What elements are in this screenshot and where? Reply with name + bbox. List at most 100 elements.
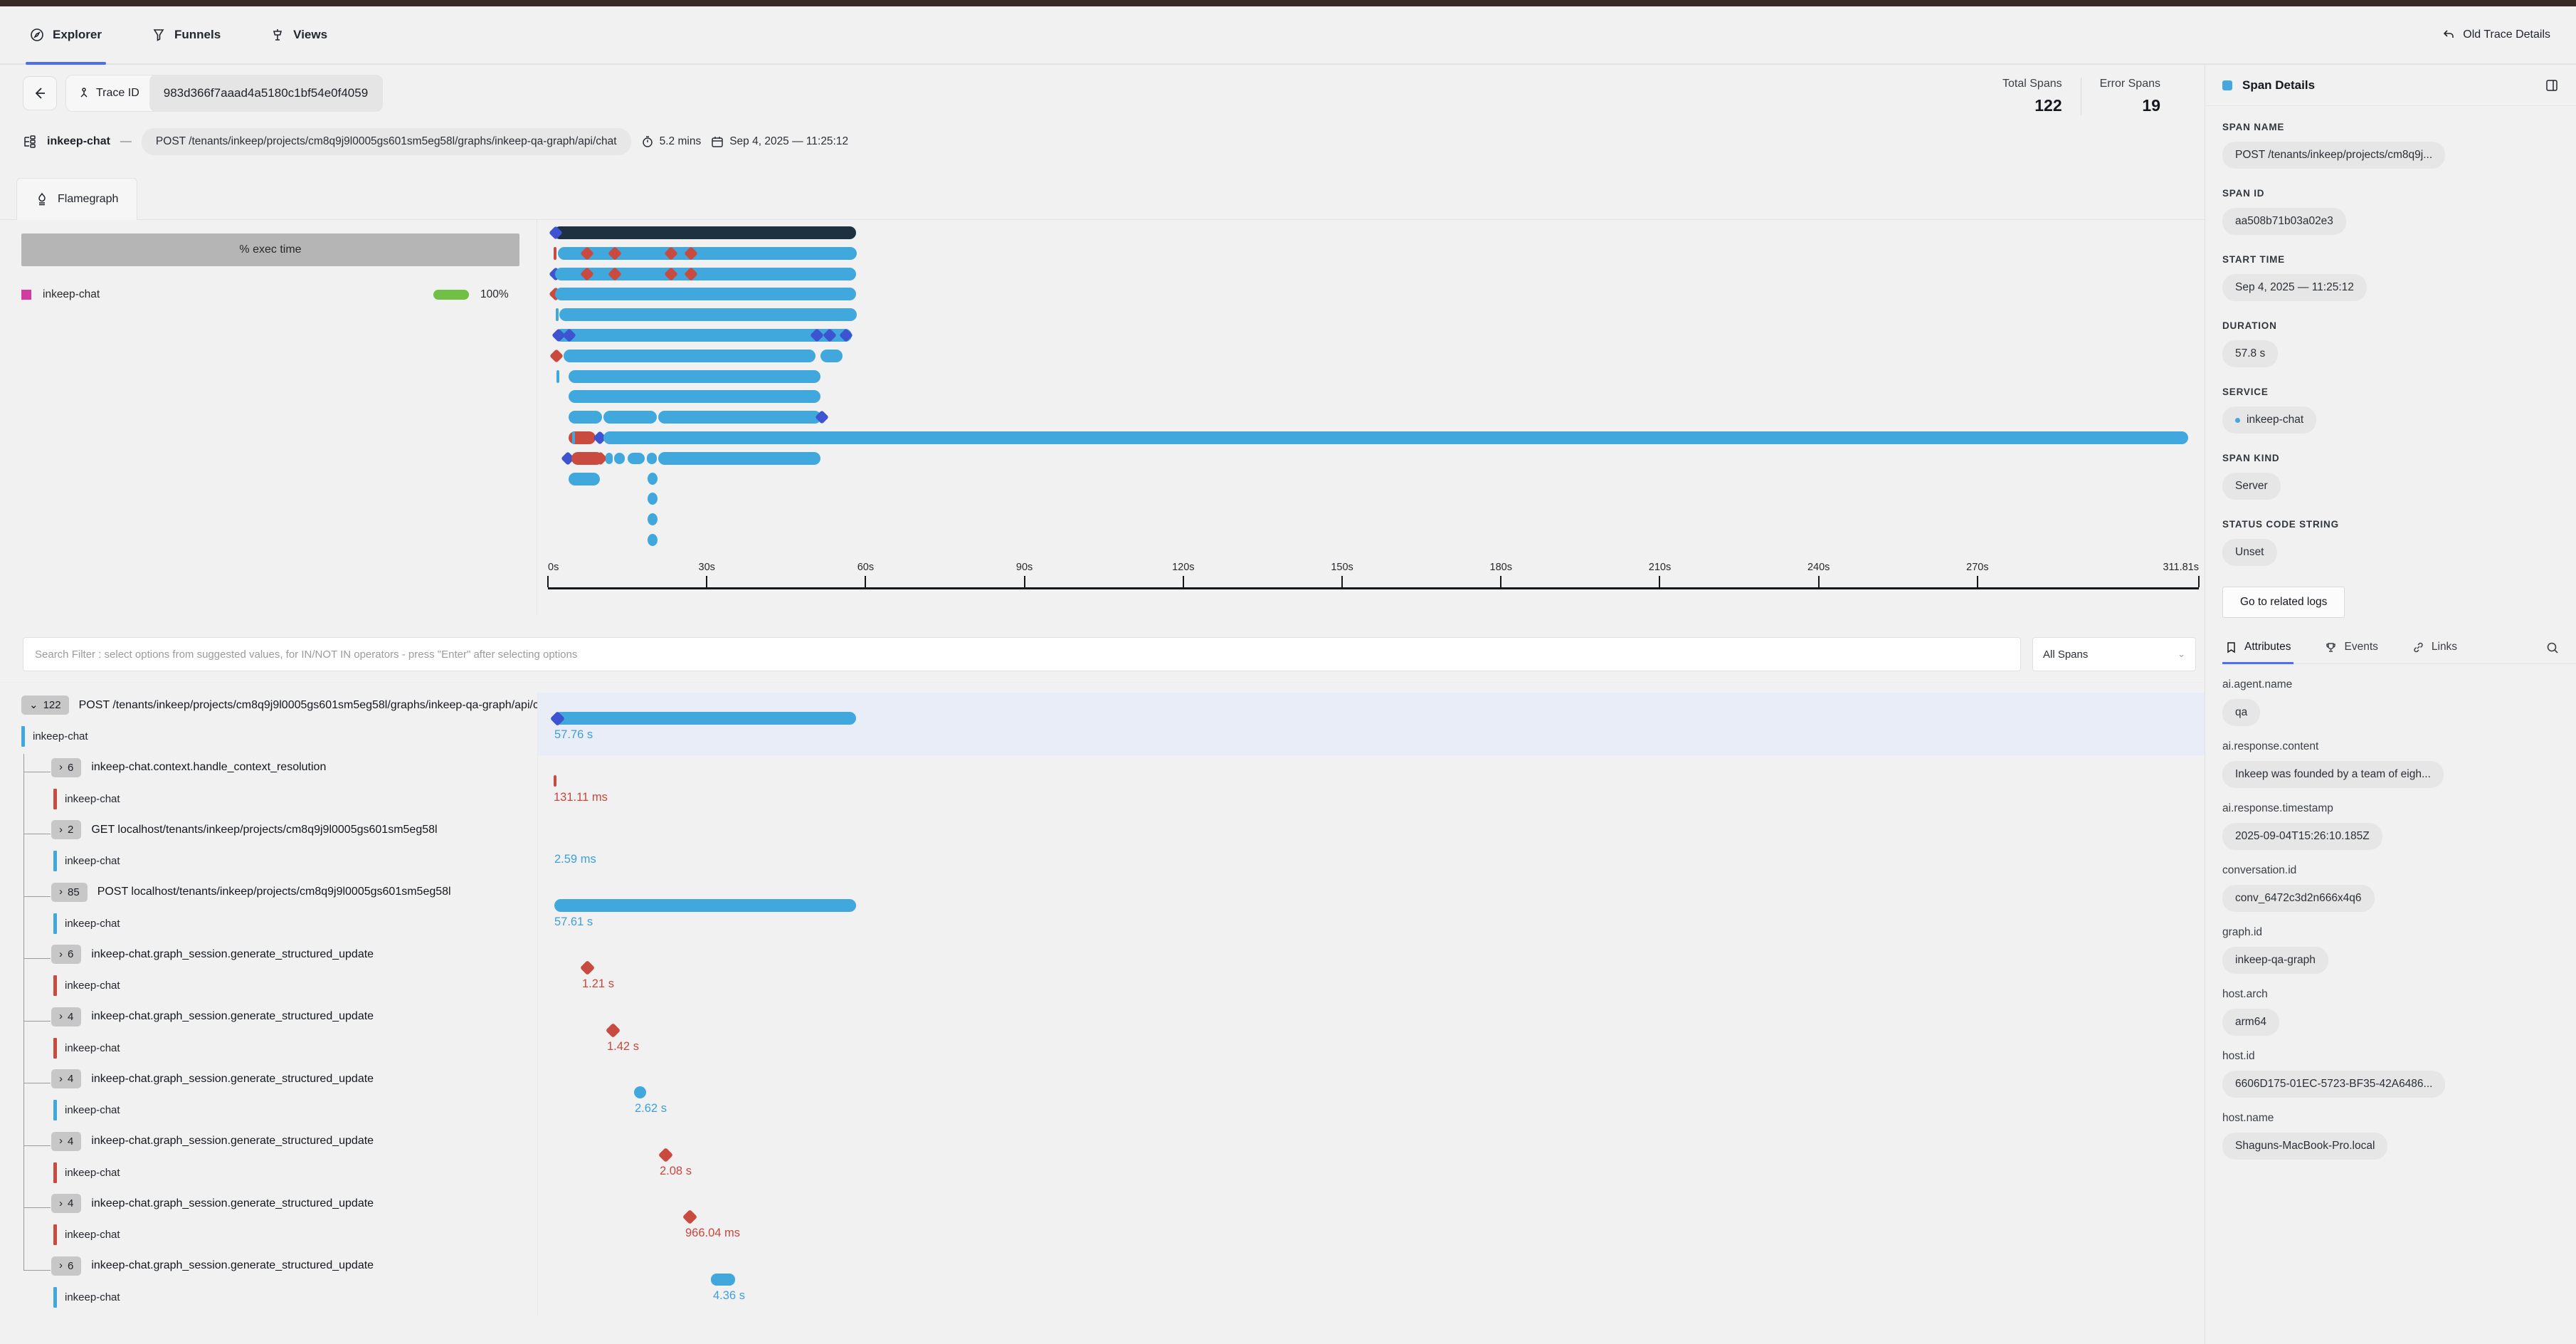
legend-item[interactable]: inkeep-chat 100%	[21, 288, 519, 301]
flame-span-dot[interactable]	[648, 513, 658, 526]
flame-span-pill[interactable]	[647, 452, 657, 464]
back-button[interactable]	[23, 76, 57, 110]
table-row[interactable]: › 4 inkeep-chat.graph_session.generate_s…	[0, 1128, 2205, 1191]
waterfall-cell[interactable]: 2.62 s	[537, 1066, 2205, 1129]
flame-span-dot[interactable]	[648, 534, 658, 546]
flame-span-bar[interactable]	[554, 226, 856, 239]
waterfall-cell[interactable]: 4.36 s	[537, 1253, 2205, 1316]
trace-endpoint-pill[interactable]: POST /tenants/inkeep/projects/cm8q9j9l00…	[141, 128, 631, 155]
attribute-value-pill[interactable]: Inkeep was founded by a team of eigh...	[2222, 761, 2444, 788]
attribute-value-pill[interactable]: inkeep-qa-graph	[2222, 947, 2328, 974]
flame-span-bar[interactable]	[569, 431, 596, 444]
span-count-badge[interactable]: › 4	[51, 1007, 82, 1027]
waterfall-marker-bar[interactable]	[554, 898, 856, 912]
attribute-value-pill[interactable]: Shaguns-MacBook-Pro.local	[2222, 1133, 2388, 1160]
span-count-badge[interactable]: › 2	[51, 820, 82, 839]
attribute-value-pill[interactable]: conv_6472c3d2n666x4q6	[2222, 885, 2375, 912]
tab-attributes[interactable]: Attributes	[2222, 632, 2294, 664]
flame-span-bar[interactable]	[569, 390, 820, 404]
flame-span-dot[interactable]	[648, 472, 658, 485]
flame-span-bar[interactable]	[571, 451, 603, 465]
go-to-related-logs-button[interactable]: Go to related logs	[2222, 587, 2345, 618]
field-value-pill[interactable]: Unset	[2222, 539, 2277, 566]
search-icon[interactable]	[2546, 641, 2559, 654]
field-value-pill[interactable]: inkeep-chat	[2222, 406, 2317, 434]
flame-span-tick[interactable]	[556, 308, 559, 322]
flame-span-bar[interactable]	[559, 308, 857, 322]
waterfall-marker-diamond[interactable]	[682, 1209, 698, 1225]
tab-links[interactable]: Links	[2409, 632, 2460, 663]
waterfall-cell[interactable]: 1.42 s	[537, 1004, 2205, 1066]
flame-span-bar[interactable]	[603, 411, 657, 424]
field-value-pill[interactable]: aa508b71b03a02e3	[2222, 208, 2346, 235]
collapse-panel-icon[interactable]	[2545, 78, 2559, 93]
attribute-value-pill[interactable]: 6606D175-01EC-5723-BF35-42A6486...	[2222, 1071, 2446, 1098]
table-row[interactable]: › 6 inkeep-chat.graph_session.generate_s…	[0, 942, 2205, 1004]
flame-span-pill[interactable]	[614, 452, 625, 464]
table-row[interactable]: › 4 inkeep-chat.graph_session.generate_s…	[0, 1004, 2205, 1066]
waterfall-cell[interactable]: 57.76 s	[537, 693, 2205, 755]
waterfall-marker-bar[interactable]	[554, 712, 856, 725]
table-row[interactable]: › 6 inkeep-chat.context.handle_context_r…	[0, 755, 2205, 817]
flame-span-tick[interactable]	[572, 431, 575, 444]
search-filter-input[interactable]	[23, 637, 2021, 671]
flame-span-tick[interactable]	[556, 369, 559, 383]
flame-span-dot[interactable]	[648, 493, 658, 505]
waterfall-cell[interactable]: 131.11 ms	[537, 755, 2205, 817]
flame-span-bar[interactable]	[555, 329, 852, 342]
attribute-value-pill[interactable]: 2025-09-04T15:26:10.185Z	[2222, 823, 2382, 850]
table-row[interactable]: › 4 inkeep-chat.graph_session.generate_s…	[0, 1066, 2205, 1129]
trace-id-group[interactable]: Trace ID 983d366f7aaad4a5180c1bf54e0f405…	[65, 75, 384, 112]
waterfall-cell[interactable]: 2.08 s	[537, 1128, 2205, 1191]
span-count-badge[interactable]: › 85	[51, 882, 88, 902]
waterfall-marker-tick[interactable]	[554, 775, 556, 787]
flame-span-bar[interactable]	[603, 431, 2188, 444]
waterfall-marker-diamond[interactable]	[658, 1147, 674, 1162]
flame-span-bar[interactable]	[555, 288, 856, 301]
waterfall-cell[interactable]: 1.21 s	[537, 942, 2205, 1004]
flame-span-bar[interactable]	[569, 472, 600, 485]
table-row[interactable]: ⌄ 122 POST /tenants/inkeep/projects/cm8q…	[0, 693, 2205, 755]
span-count-badge[interactable]: ⌄ 122	[21, 695, 69, 715]
flame-span-bar[interactable]	[820, 349, 843, 362]
span-count-badge[interactable]: › 6	[51, 757, 82, 777]
waterfall-marker-diamond[interactable]	[605, 1022, 621, 1038]
waterfall-cell[interactable]: 2.59 ms	[537, 817, 2205, 880]
flame-span-pill[interactable]	[628, 452, 645, 464]
old-trace-details-button[interactable]: Old Trace Details	[2442, 28, 2550, 42]
tab-views[interactable]: Views	[266, 6, 332, 63]
flame-span-pill[interactable]	[606, 452, 613, 464]
table-row[interactable]: › 85 POST localhost/tenants/inkeep/proje…	[0, 879, 2205, 942]
field-value-pill[interactable]: 57.8 s	[2222, 340, 2279, 367]
exec-time-header[interactable]: % exec time	[21, 233, 519, 266]
tab-events[interactable]: Events	[2322, 632, 2380, 663]
flame-span-tick[interactable]	[554, 246, 556, 260]
span-count-badge[interactable]: › 4	[51, 1194, 82, 1213]
waterfall-marker-diamond[interactable]	[579, 960, 596, 976]
tab-explorer[interactable]: Explorer	[26, 6, 106, 65]
span-scope-select[interactable]: All Spans ⌄	[2032, 637, 2196, 671]
flame-span-bar[interactable]	[658, 411, 821, 424]
table-row[interactable]: › 4 inkeep-chat.graph_session.generate_s…	[0, 1191, 2205, 1254]
table-row[interactable]: › 6 inkeep-chat.graph_session.generate_s…	[0, 1253, 2205, 1316]
span-count-badge[interactable]: › 6	[51, 1256, 82, 1276]
flame-span-bar[interactable]	[569, 369, 820, 383]
tab-funnels[interactable]: Funnels	[147, 6, 225, 63]
attribute-value-pill[interactable]: qa	[2222, 699, 2261, 726]
flame-span-bar[interactable]	[558, 246, 857, 260]
flame-span-bar[interactable]	[658, 451, 820, 465]
flamegraph-canvas[interactable]	[548, 226, 2199, 561]
flame-span-bar[interactable]	[569, 411, 602, 424]
field-value-pill[interactable]: Server	[2222, 473, 2281, 500]
flame-span-diamond[interactable]	[549, 348, 564, 363]
span-count-badge[interactable]: › 6	[51, 945, 82, 964]
flame-span-bar[interactable]	[564, 349, 815, 362]
field-value-pill[interactable]: POST /tenants/inkeep/projects/cm8q9j...	[2222, 142, 2446, 169]
waterfall-marker-circle[interactable]	[634, 1086, 646, 1098]
waterfall-marker-pill[interactable]	[711, 1273, 735, 1286]
attribute-value-pill[interactable]: arm64	[2222, 1009, 2279, 1036]
waterfall-cell[interactable]: 57.61 s	[537, 879, 2205, 942]
flame-span-bar[interactable]	[555, 267, 856, 280]
waterfall-cell[interactable]: 966.04 ms	[537, 1191, 2205, 1254]
tab-flamegraph[interactable]: Flamegraph	[16, 178, 138, 220]
